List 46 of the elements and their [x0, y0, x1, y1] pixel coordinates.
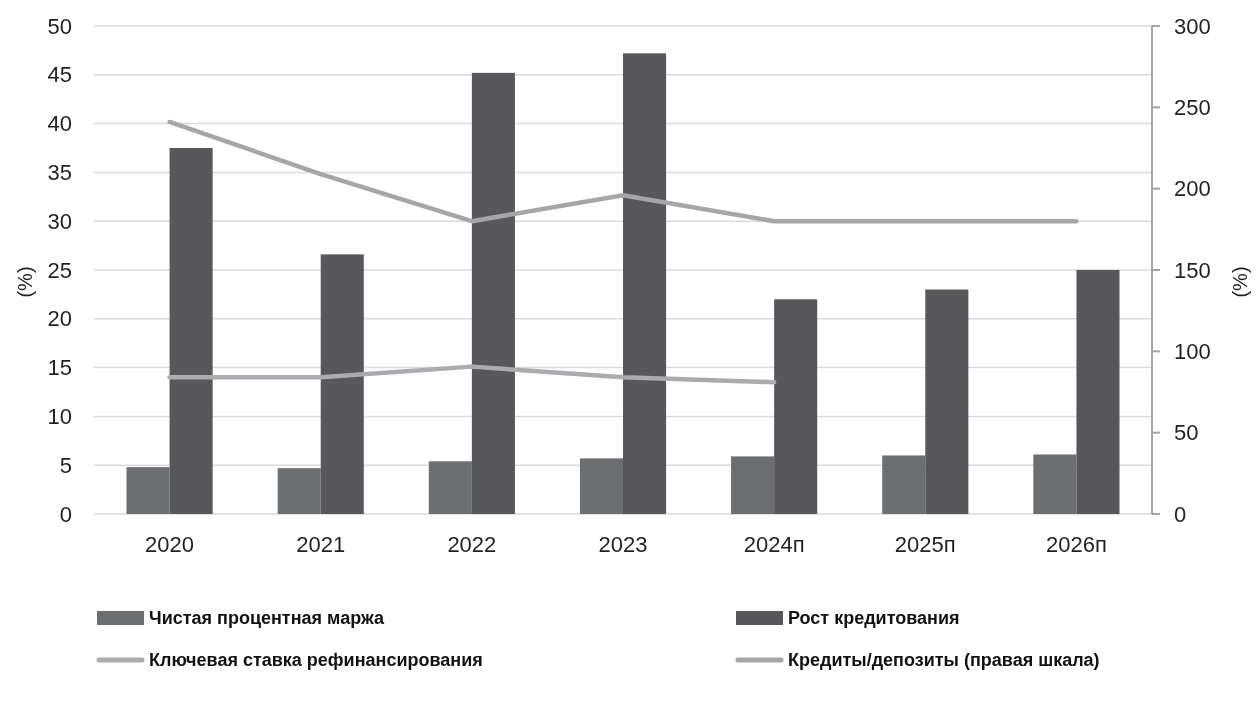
- bar: [579, 458, 623, 514]
- y2-axis-title: (%): [1229, 266, 1251, 298]
- bar: [774, 299, 818, 514]
- y-tick-label: 30: [47, 208, 72, 234]
- y-tick-label: 20: [47, 306, 72, 332]
- line-series: [167, 119, 1079, 224]
- y2-tick-label: 100: [1174, 338, 1211, 364]
- bar: [925, 289, 969, 514]
- y-tick-label: 50: [47, 13, 72, 39]
- y2-tick-label: 0: [1174, 501, 1187, 527]
- x-tick-label: 2022: [447, 532, 497, 557]
- x-tick-label: 2026п: [1046, 532, 1107, 557]
- bar: [882, 455, 926, 514]
- y-axis-title: (%): [14, 266, 36, 298]
- y-tick-label: 0: [59, 501, 72, 527]
- bar: [623, 53, 667, 514]
- y2-tick-label: 50: [1174, 420, 1199, 446]
- y-tick-label: 5: [59, 452, 72, 478]
- x-tick-label: 2025п: [894, 532, 956, 557]
- y-tick-label: 45: [47, 62, 72, 88]
- legend-label: Чистая процентная маржа: [149, 608, 385, 628]
- y2-tick-label: 250: [1174, 94, 1211, 120]
- legend-label: Рост кредитования: [788, 608, 960, 628]
- legend-label: Ключевая ставка рефинансирования: [149, 650, 483, 670]
- bar: [731, 456, 775, 514]
- x-tick-label: 2021: [296, 532, 346, 557]
- y2-tick-label: 150: [1174, 257, 1211, 283]
- bar: [277, 468, 321, 514]
- bar: [126, 467, 170, 514]
- bar: [1076, 270, 1120, 514]
- bar: [169, 148, 213, 514]
- bar: [320, 254, 364, 514]
- y-tick-label: 25: [47, 257, 72, 283]
- y-tick-label: 35: [47, 159, 72, 185]
- y-tick-label: 40: [47, 111, 72, 137]
- x-tick-label: 2020: [145, 532, 195, 557]
- x-tick-label: 2024п: [743, 532, 805, 557]
- legend-label: Кредиты/депозиты (правая шкала): [788, 650, 1100, 670]
- y-tick-label: 10: [47, 403, 72, 429]
- bar: [428, 461, 472, 514]
- y2-tick-label: 300: [1174, 13, 1211, 39]
- y2-tick-label: 200: [1174, 176, 1211, 202]
- bar: [1033, 454, 1077, 514]
- x-tick-label: 2023: [598, 532, 648, 557]
- bar: [471, 72, 515, 514]
- y-tick-label: 15: [47, 355, 72, 381]
